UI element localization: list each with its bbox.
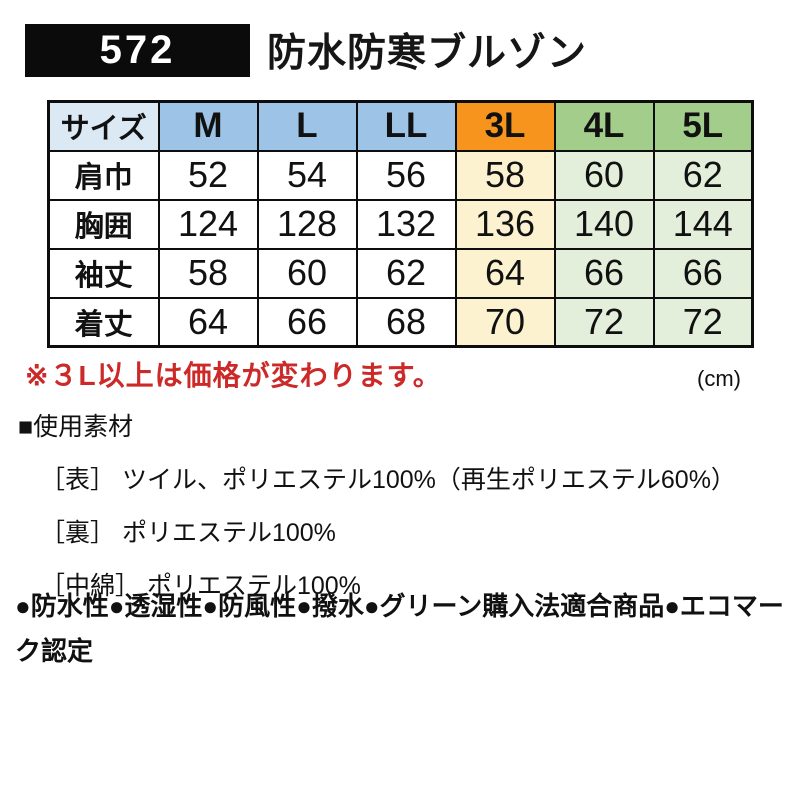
size-cell: 60: [256, 247, 358, 299]
material-item-outer: ［表］ ツイル、ポリエステル100%（再生ポリエステル60%）: [40, 466, 736, 494]
row-label: 胸囲: [47, 198, 160, 250]
table-row-body-length: 着丈 64 66 68 70 72 72: [47, 296, 754, 348]
note-row: ※３L以上は価格が変わります。 (cm): [25, 354, 741, 394]
size-col-header-4l: 4L: [553, 100, 655, 152]
size-cell: 140: [553, 198, 655, 250]
size-cell: 66: [256, 296, 358, 348]
size-col-header-l: L: [256, 100, 358, 152]
row-label: 着丈: [47, 296, 160, 348]
size-cell: 68: [355, 296, 457, 348]
size-table-corner-label: サイズ: [47, 100, 160, 152]
size-cell: 58: [157, 247, 259, 299]
size-cell: 62: [355, 247, 457, 299]
table-row-sleeve-length: 袖丈 58 60 62 64 66 66: [47, 247, 754, 299]
size-cell: 64: [454, 247, 556, 299]
size-cell: 66: [553, 247, 655, 299]
size-cell: 72: [553, 296, 655, 348]
size-cell: 128: [256, 198, 358, 250]
price-note: ※３L以上は価格が変わります。: [25, 360, 442, 391]
page-title: 防水防寒ブルゾン: [267, 32, 588, 75]
table-row-chest: 胸囲 124 128 132 136 140 144: [47, 198, 754, 250]
size-cell: 56: [355, 149, 457, 201]
size-col-header-3l: 3L: [454, 100, 556, 152]
row-label: 袖丈: [47, 247, 160, 299]
material-item-lining: ［裏］ ポリエステル100%: [40, 519, 336, 547]
size-cell: 72: [652, 296, 754, 348]
table-row-shoulder-width: 肩巾 52 54 56 58 60 62: [47, 149, 754, 201]
header-band: 572 防水防寒ブルゾン: [25, 22, 587, 78]
materials-heading: ■使用素材: [18, 413, 134, 441]
row-label: 肩巾: [47, 149, 160, 201]
size-cell: 54: [256, 149, 358, 201]
product-code: 572: [99, 27, 176, 72]
size-cell: 62: [652, 149, 754, 201]
material-item-padding: ［中綿］ ポリエステル100%: [40, 572, 361, 600]
size-cell: 132: [355, 198, 457, 250]
size-table-header-row: サイズ M L LL 3L 4L 5L: [47, 100, 754, 152]
product-code-box: 572: [25, 23, 250, 77]
size-cell: 58: [454, 149, 556, 201]
size-cell: 60: [553, 149, 655, 201]
size-cell: 66: [652, 247, 754, 299]
size-cell: 64: [157, 296, 259, 348]
materials-section: ■使用素材 ［表］ ツイル、ポリエステル100%（再生ポリエステル60%） ［裏…: [18, 407, 736, 602]
size-table: サイズ M L LL 3L 4L 5L 肩巾 52 54 56 58 60 62…: [47, 100, 754, 348]
size-cell: 144: [652, 198, 754, 250]
size-col-header-ll: LL: [355, 100, 457, 152]
size-cell: 136: [454, 198, 556, 250]
size-col-header-5l: 5L: [652, 100, 754, 152]
size-cell: 124: [157, 198, 259, 250]
features-text: ●防水性●透湿性●防風性●撥水●グリーン購入法適合商品●エコマーク認定: [15, 591, 784, 666]
size-cell: 70: [454, 296, 556, 348]
size-col-header-m: M: [157, 100, 259, 152]
size-cell: 52: [157, 149, 259, 201]
unit-label: (cm): [697, 366, 741, 391]
